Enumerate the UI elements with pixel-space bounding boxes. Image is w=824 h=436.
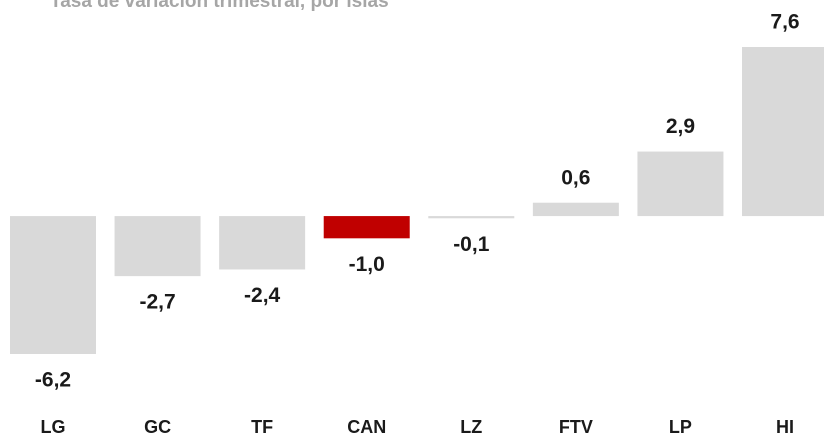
bar — [637, 151, 724, 217]
bar — [114, 216, 201, 277]
bar — [742, 47, 824, 217]
bar — [219, 216, 306, 270]
value-label: 7,6 — [770, 11, 799, 34]
value-label: -2,4 — [244, 284, 281, 307]
value-label: -6,2 — [35, 369, 71, 392]
bar — [428, 216, 515, 219]
x-tick-label: LP — [669, 417, 692, 436]
value-label: -2,7 — [139, 291, 175, 314]
value-label: 0,6 — [561, 166, 590, 189]
x-tick-label: LZ — [460, 417, 482, 436]
bar — [532, 202, 619, 217]
value-label: -0,1 — [453, 233, 490, 256]
bar — [10, 216, 96, 354]
x-tick-label: HI — [776, 417, 794, 436]
chart-title: Tasa de variación trimestral, por islas — [50, 0, 389, 12]
x-tick-label: LG — [41, 417, 66, 436]
x-tick-label: TF — [251, 417, 273, 436]
value-label: -1,0 — [349, 253, 385, 276]
value-label: 2,9 — [666, 115, 695, 138]
x-tick-label: GC — [144, 417, 171, 436]
x-tick-label: FTV — [559, 417, 593, 436]
x-tick-label: CAN — [347, 417, 386, 436]
bar — [323, 216, 410, 239]
